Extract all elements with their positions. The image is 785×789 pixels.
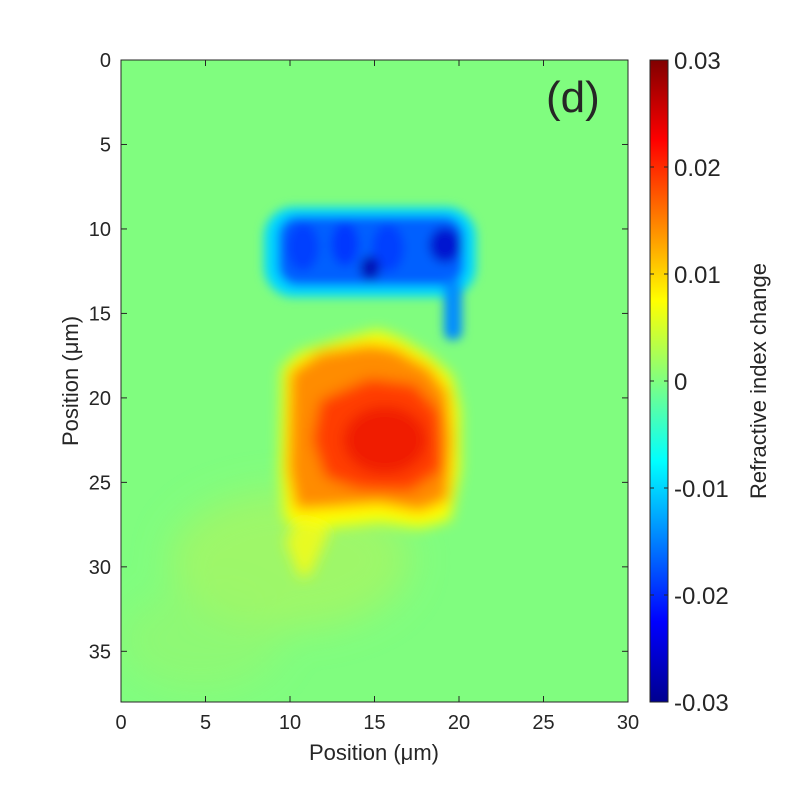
y-tick-label: 20 <box>89 388 111 410</box>
colorbar-tick-label: 0.02 <box>674 155 721 182</box>
negative-region <box>264 207 476 340</box>
x-tick-label: 5 <box>200 712 211 734</box>
y-axis-title: Position (μm) <box>58 316 83 446</box>
x-tick-label: 0 <box>115 712 126 734</box>
y-tick-label: 5 <box>100 134 111 156</box>
x-axis-title: Position (μm) <box>309 740 439 765</box>
y-tick-label: 35 <box>89 641 111 663</box>
x-tick-label: 25 <box>532 712 554 734</box>
colorbar-tick-label: -0.02 <box>674 583 729 610</box>
y-axis: 0 5 10 15 20 25 30 35 <box>89 50 628 663</box>
positive-region <box>280 330 460 578</box>
y-tick-label: 10 <box>89 219 111 241</box>
colorbar-tick-label: -0.01 <box>674 476 729 503</box>
x-axis: 0 5 10 15 20 25 30 <box>115 60 639 734</box>
x-tick-label: 20 <box>448 712 470 734</box>
colorbar-tick-label: 0.03 <box>674 48 721 75</box>
colorbar-tick-label: 0.01 <box>674 262 721 289</box>
y-tick-label: 25 <box>89 472 111 494</box>
y-tick-label: 0 <box>100 50 111 72</box>
x-tick-label: 15 <box>363 712 385 734</box>
panel-label: (d) <box>546 73 600 122</box>
y-tick-label: 15 <box>89 303 111 325</box>
y-tick-label: 30 <box>89 557 111 579</box>
colorbar-tick-label: -0.03 <box>674 690 729 717</box>
x-tick-label: 30 <box>617 712 639 734</box>
colorbar-title: Refractive index change <box>746 263 771 499</box>
colorbar-ticks: 0.03 0.02 0.01 0 -0.01 -0.02 -0.03 <box>650 48 729 717</box>
colorbar-tick-label: 0 <box>674 369 687 396</box>
heatmap <box>121 60 628 702</box>
x-tick-label: 10 <box>279 712 301 734</box>
